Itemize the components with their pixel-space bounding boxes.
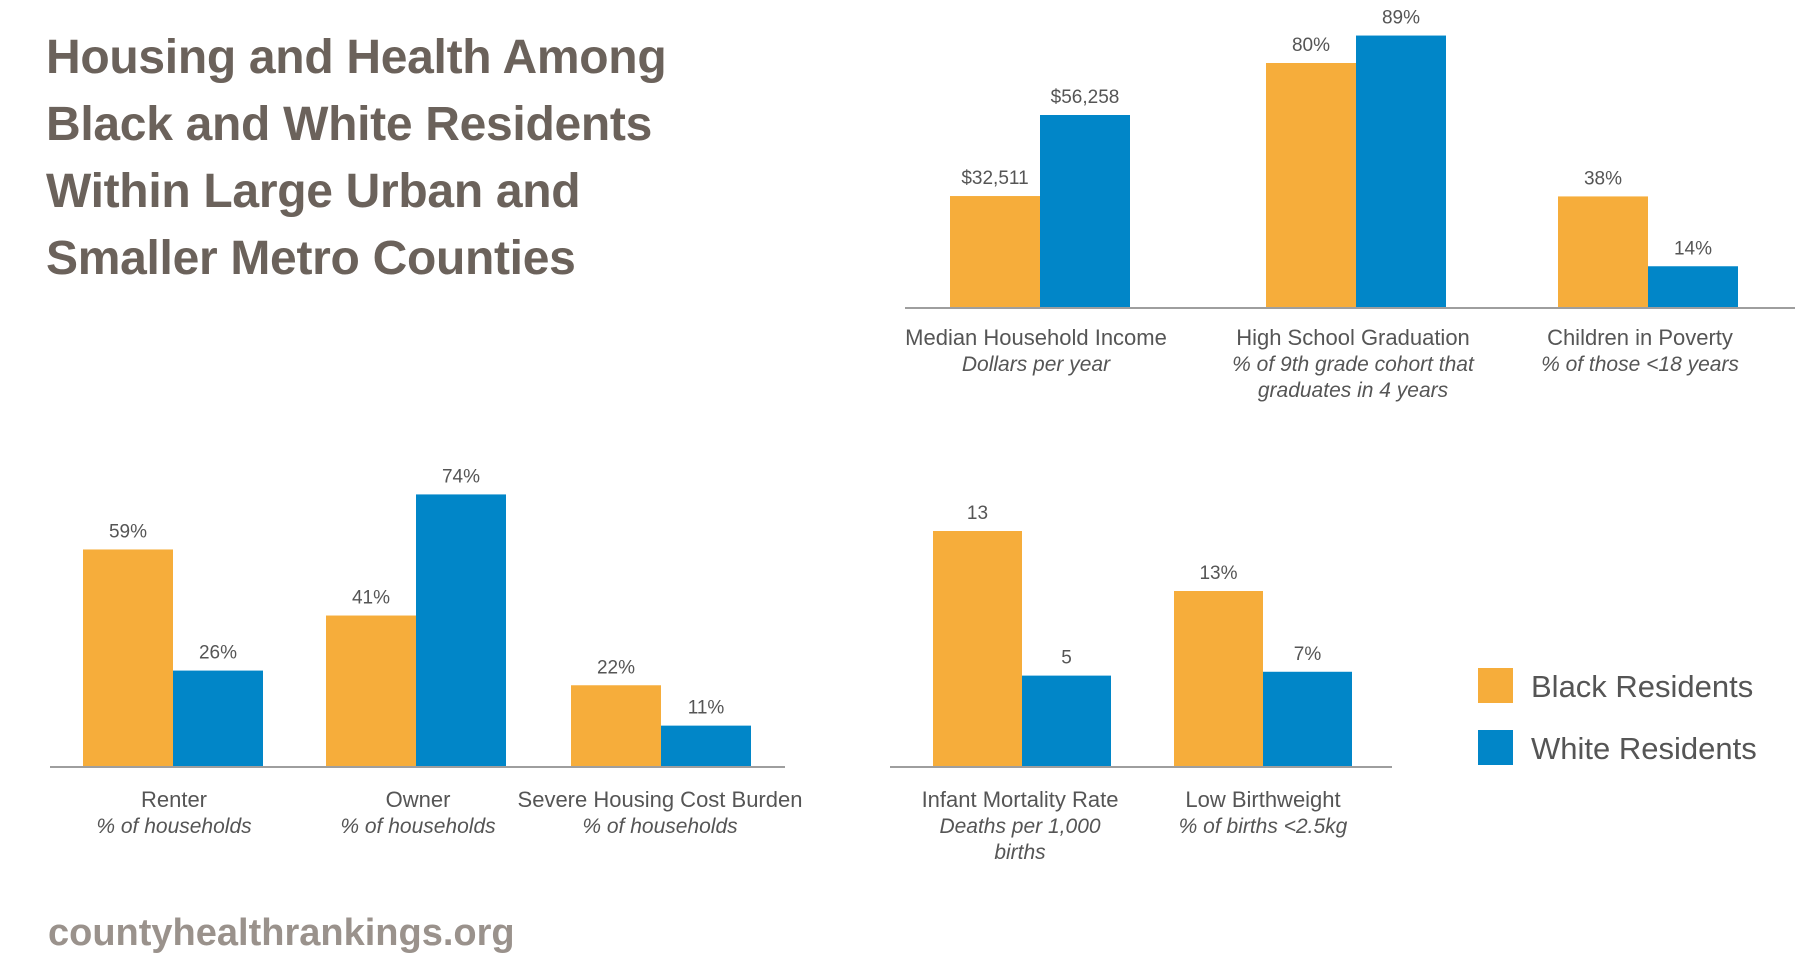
data-label-black-2-1: 13%	[1199, 563, 1237, 584]
data-label-black-0-0: $32,511	[961, 168, 1028, 189]
bar-white-0-2	[1648, 266, 1738, 307]
legend-label-0: Black Residents	[1531, 669, 1753, 704]
legend-label-1: White Residents	[1531, 731, 1757, 766]
category-subtitle-0-1-0: % of 9th grade cohort that	[1232, 353, 1475, 376]
data-label-black-1-2: 22%	[597, 657, 635, 678]
data-label-white-0-1: 89%	[1382, 8, 1420, 29]
category-subtitle-0-1-1: graduates in 4 years	[1258, 379, 1449, 402]
bar-black-0-0	[950, 196, 1040, 307]
panel-housing: 59% 26% Renter % of households 41% 74% Owner % …	[50, 466, 802, 838]
category-subtitle-0-2-0: % of those <18 years	[1541, 353, 1739, 376]
category-subtitle-1-2-0: % of households	[582, 815, 738, 838]
data-label-black-1-0: 59%	[109, 521, 147, 542]
bar-white-0-1	[1356, 35, 1446, 308]
data-label-white-1-0: 26%	[199, 643, 237, 664]
category-label-2-1: Low Birthweight	[1185, 787, 1340, 812]
category-label-2-0: Infant Mortality Rate	[922, 787, 1119, 812]
bar-white-1-1	[416, 494, 506, 766]
category-label-0-2: Children in Poverty	[1547, 325, 1733, 350]
category-label-0-1: High School Graduation	[1236, 325, 1470, 350]
bar-black-1-1	[326, 615, 416, 766]
data-label-black-2-0: 13	[967, 503, 988, 524]
bar-white-1-2	[661, 725, 751, 766]
chart-title: Housing and Health Among Black and White…	[46, 31, 667, 285]
bar-white-2-0	[1022, 675, 1111, 766]
data-label-white-0-0: $56,258	[1051, 87, 1120, 108]
category-subtitle-2-0-0: Deaths per 1,000	[939, 815, 1100, 838]
category-subtitle-0-0-0: Dollars per year	[962, 353, 1111, 376]
bar-black-0-2	[1558, 196, 1648, 307]
legend-swatch-0	[1478, 668, 1513, 703]
source-credit: countyhealthrankings.org	[48, 912, 515, 954]
bar-black-1-0	[83, 549, 173, 766]
data-label-white-1-1: 74%	[442, 466, 480, 487]
legend-swatch-1	[1478, 730, 1513, 765]
bar-white-2-1	[1263, 671, 1352, 766]
category-subtitle-1-0-0: % of households	[96, 815, 252, 838]
data-label-white-1-2: 11%	[688, 698, 725, 719]
bar-black-2-0	[933, 531, 1022, 766]
panel-income-education-poverty: $32,511 $56,258 Median Household Income Dol…	[905, 8, 1795, 402]
panel-birth-outcomes: 13 5 Infant Mortality Rate Deaths per 1,000…	[890, 503, 1392, 864]
category-subtitle-2-1-0: % of births <2.5kg	[1179, 815, 1348, 838]
category-subtitle-1-1-0: % of households	[340, 815, 496, 838]
data-label-white-2-0: 5	[1061, 648, 1072, 669]
data-label-black-0-2: 38%	[1584, 168, 1622, 189]
data-label-white-2-1: 7%	[1294, 644, 1322, 665]
category-label-0-0: Median Household Income	[905, 325, 1167, 350]
category-label-1-1: Owner	[386, 787, 451, 812]
bar-black-1-2	[571, 685, 661, 766]
category-label-1-0: Renter	[141, 787, 207, 812]
data-label-black-1-1: 41%	[352, 588, 390, 609]
bar-white-1-0	[173, 670, 263, 766]
bar-black-0-1	[1266, 63, 1356, 307]
legend: Black Residents White Residents	[1478, 668, 1757, 766]
category-subtitle-2-0-1: births	[994, 841, 1046, 864]
data-label-black-0-1: 80%	[1292, 35, 1330, 56]
bar-white-0-0	[1040, 115, 1130, 307]
category-label-1-2: Severe Housing Cost Burden	[518, 787, 803, 812]
bar-black-2-1	[1174, 591, 1263, 766]
data-label-white-0-2: 14%	[1674, 238, 1712, 259]
